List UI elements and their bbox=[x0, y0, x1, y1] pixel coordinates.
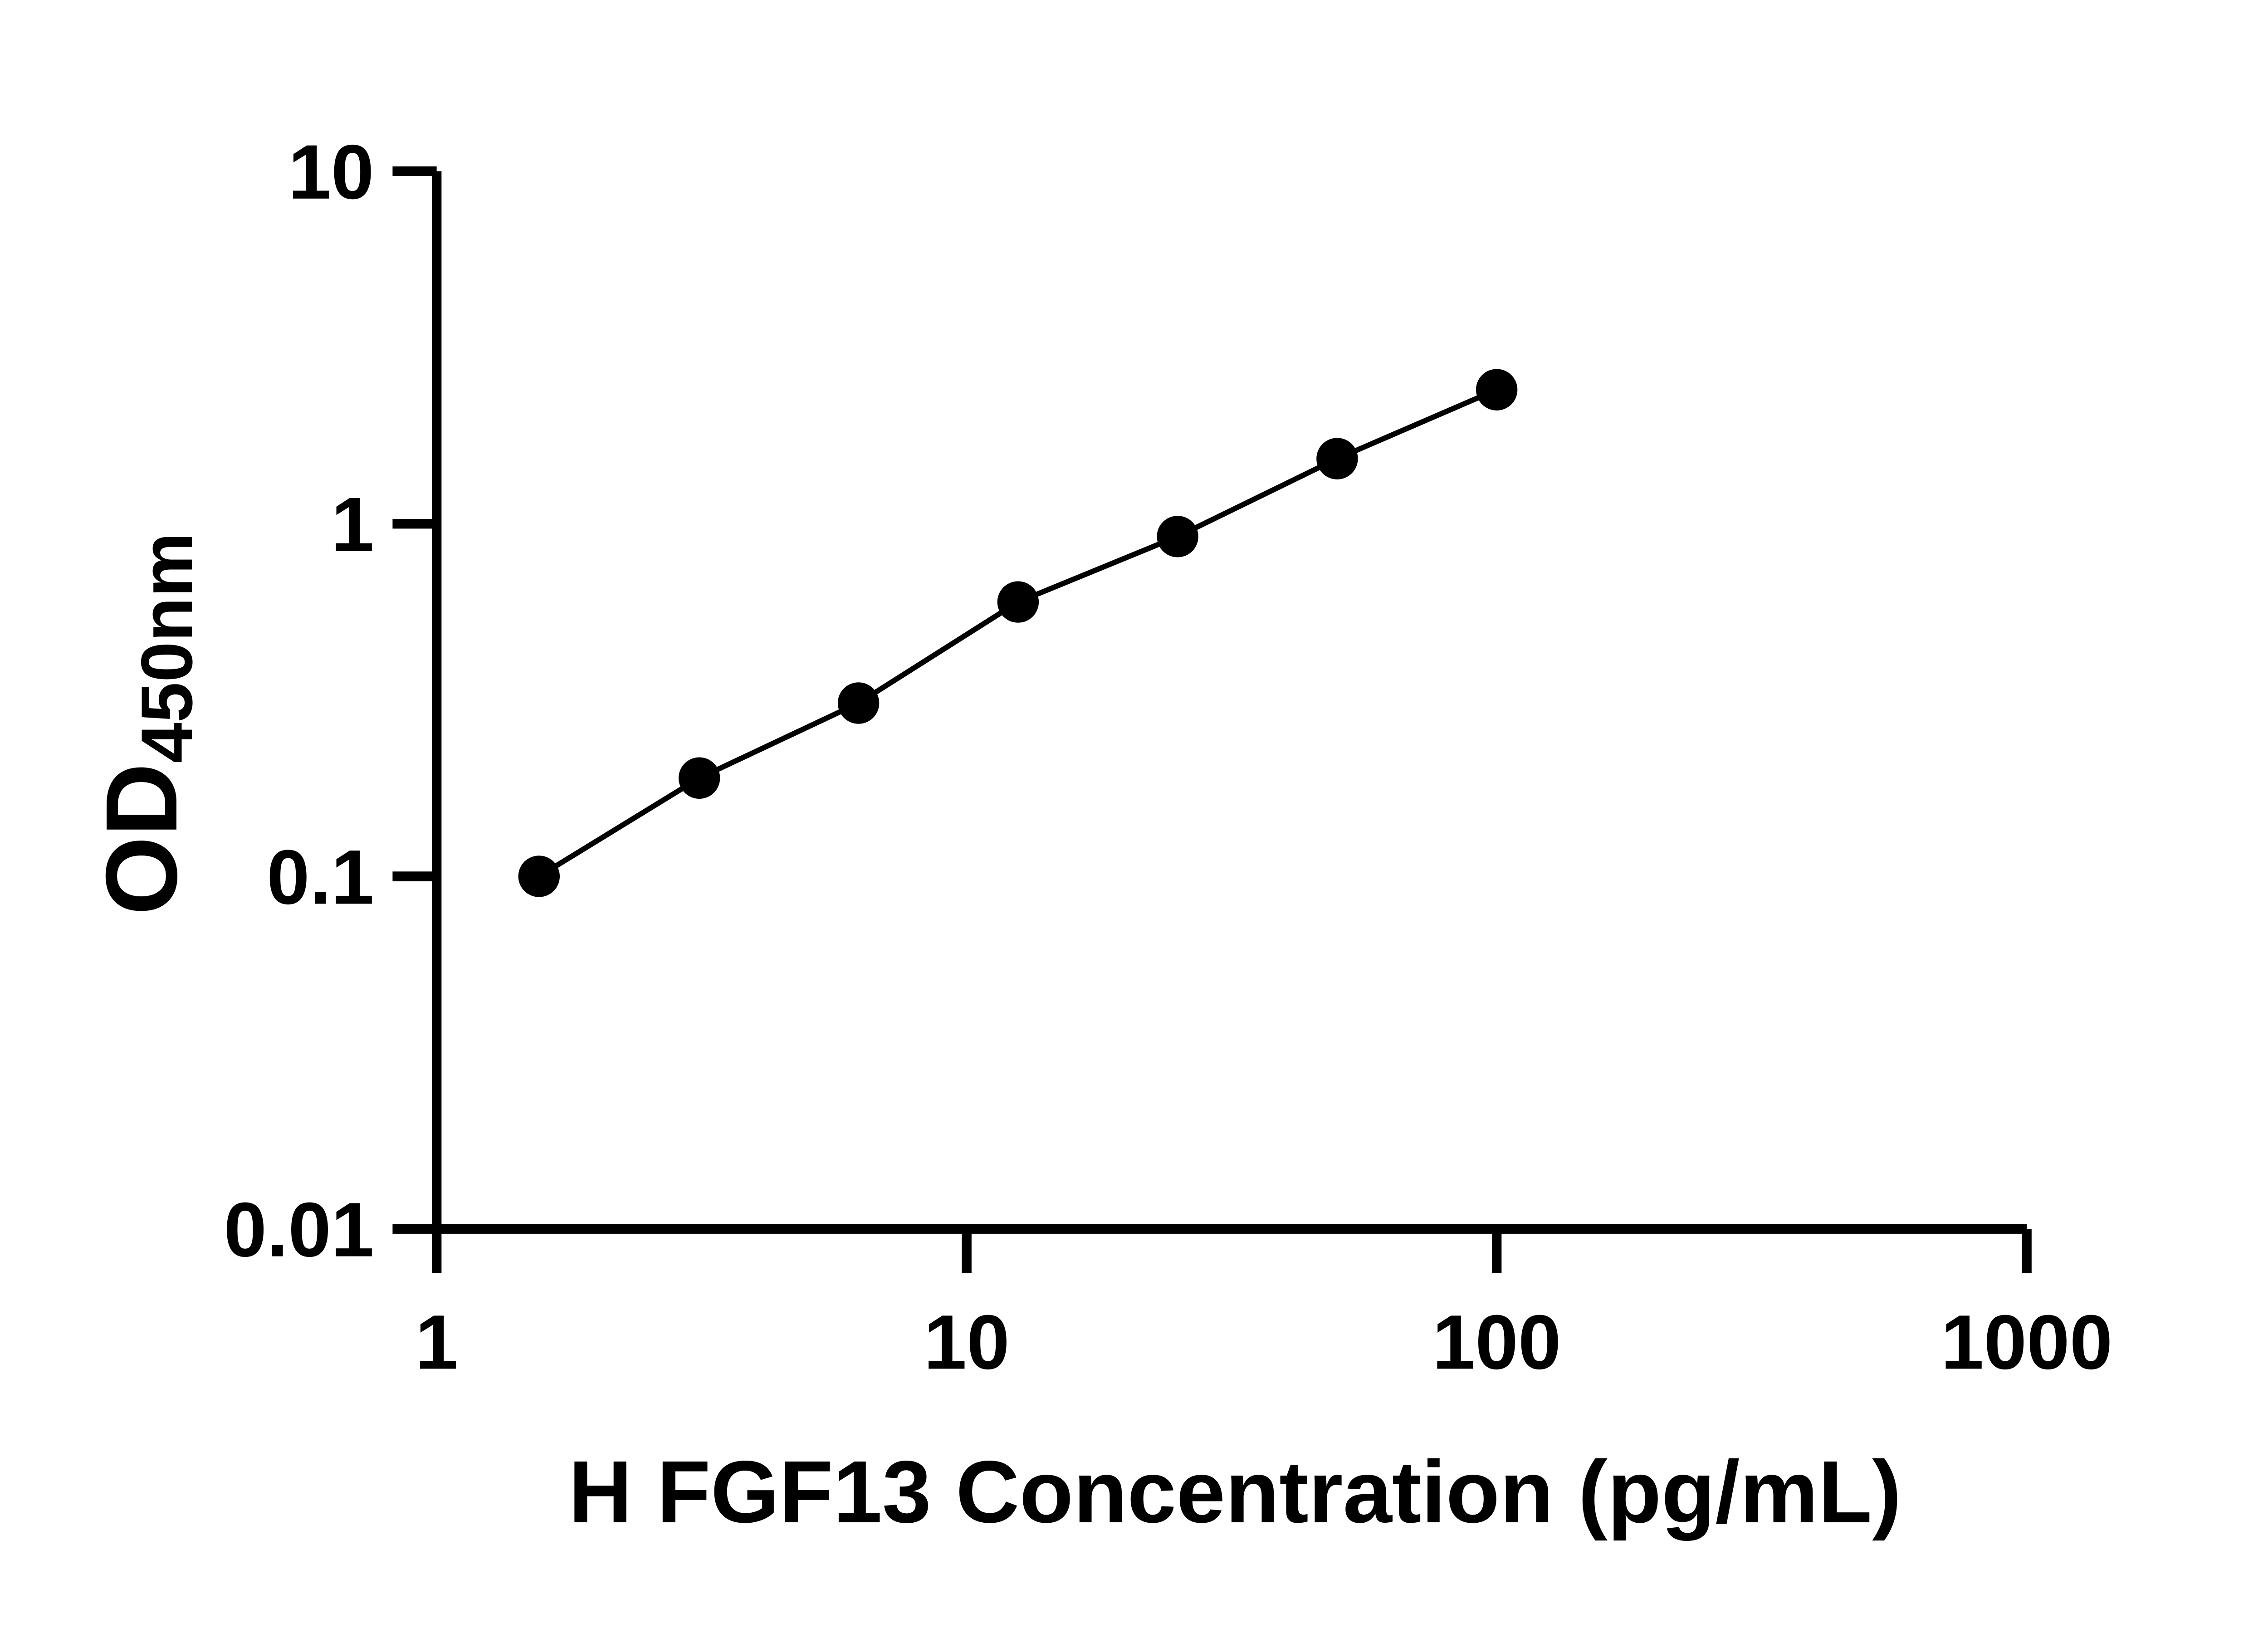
y-axis-title-main: OD bbox=[85, 763, 198, 915]
y-tick-label: 0.01 bbox=[224, 1187, 374, 1273]
x-tick-label: 1000 bbox=[1941, 1299, 2113, 1385]
data-point-marker bbox=[1157, 516, 1198, 557]
y-tick-label: 10 bbox=[288, 129, 374, 215]
data-point-marker bbox=[837, 682, 880, 724]
data-point-marker bbox=[678, 757, 720, 799]
standard-curve-points bbox=[518, 369, 1518, 897]
x-axis-title: H FGF13 Concentration (pg/mL) bbox=[568, 1443, 1901, 1541]
axis-spine bbox=[431, 171, 2027, 1234]
y-tick-label: 0.1 bbox=[267, 834, 374, 920]
y-axis-ticks bbox=[392, 166, 437, 1234]
x-tick-label: 10 bbox=[924, 1299, 1010, 1385]
y-axis-title-subscript: 450nm bbox=[126, 533, 207, 763]
y-axis-tick-labels: 10 1 0.1 0.01 bbox=[224, 129, 374, 1273]
y-tick-label: 1 bbox=[331, 482, 374, 568]
data-point-marker bbox=[1476, 369, 1518, 411]
x-tick-label: 1 bbox=[415, 1299, 458, 1385]
x-axis-tick-labels: 1 10 100 1000 bbox=[415, 1299, 2112, 1385]
x-tick-label: 100 bbox=[1432, 1299, 1561, 1385]
data-point-marker bbox=[518, 856, 560, 897]
x-axis-ticks bbox=[431, 1229, 2032, 1273]
data-point-marker bbox=[1316, 438, 1358, 479]
y-axis-title: OD450nm bbox=[85, 533, 207, 915]
data-point-marker bbox=[997, 581, 1039, 623]
